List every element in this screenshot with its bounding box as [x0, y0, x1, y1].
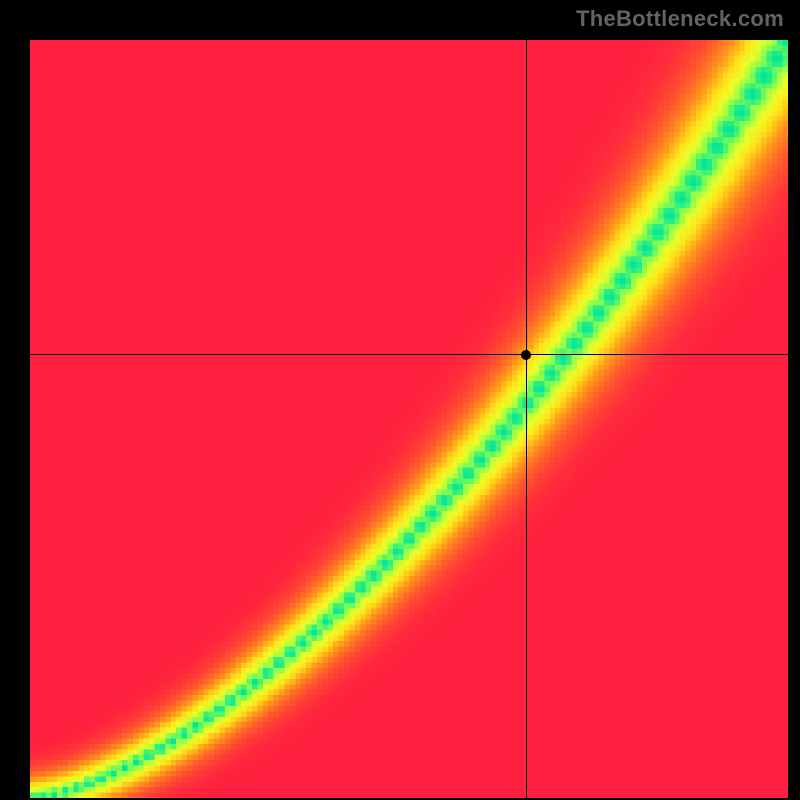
bottleneck-heatmap: [30, 40, 788, 798]
crosshair-vertical: [526, 40, 527, 798]
watermark-text: TheBottleneck.com: [576, 6, 784, 32]
crosshair-horizontal: [30, 354, 788, 355]
